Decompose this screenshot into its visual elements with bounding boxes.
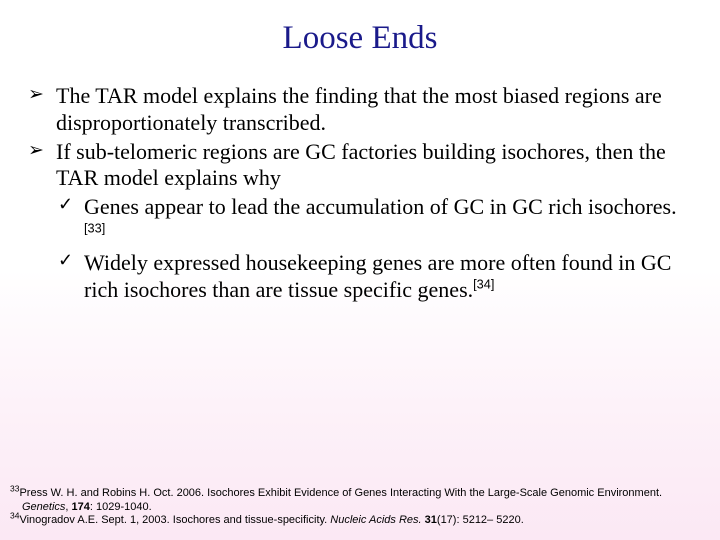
bullet-text: The TAR model explains the finding that … [56, 83, 662, 135]
footnote-volume: 31 [425, 514, 437, 526]
footnote-journal: Genetics [22, 501, 65, 513]
citation-ref: [34] [473, 276, 494, 291]
citation-ref: [33] [84, 221, 105, 236]
slide-container: Loose Ends The TAR model explains the fi… [0, 0, 720, 316]
footnotes: 33Press W. H. and Robins H. Oct. 2006. I… [10, 487, 710, 528]
footnote-pages: : 1029-1040. [90, 501, 152, 513]
footnote-item: 33Press W. H. and Robins H. Oct. 2006. I… [10, 487, 710, 515]
footnote-issue: (17) [437, 514, 457, 526]
footnote-authors: Press W. H. and Robins H. Oct. 2006. Iso… [19, 487, 662, 499]
bullet-text: If sub-telomeric regions are GC factorie… [56, 139, 666, 191]
footnote-volume: 174 [72, 501, 90, 513]
footnote-pages: : 5212– 5220. [456, 514, 523, 526]
bullet-item: If sub-telomeric regions are GC factorie… [28, 139, 692, 193]
slide-title: Loose Ends [28, 20, 692, 57]
sub-bullet-item: Widely expressed housekeeping genes are … [28, 250, 692, 304]
footnote-journal: Nucleic Acids Res. [330, 514, 421, 526]
bullet-item: The TAR model explains the finding that … [28, 83, 692, 137]
footnote-authors: Vinogradov A.E. Sept. 1, 2003. Isochores… [19, 514, 330, 526]
sub-bullet-text: Widely expressed housekeeping genes are … [84, 250, 671, 302]
footnote-item: 34Vinogradov A.E. Sept. 1, 2003. Isochor… [10, 514, 710, 528]
sub-bullet-text: Genes appear to lead the accumulation of… [84, 194, 677, 219]
sub-bullet-item: Genes appear to lead the accumulation of… [28, 194, 692, 248]
bullet-list: The TAR model explains the finding that … [28, 83, 692, 304]
